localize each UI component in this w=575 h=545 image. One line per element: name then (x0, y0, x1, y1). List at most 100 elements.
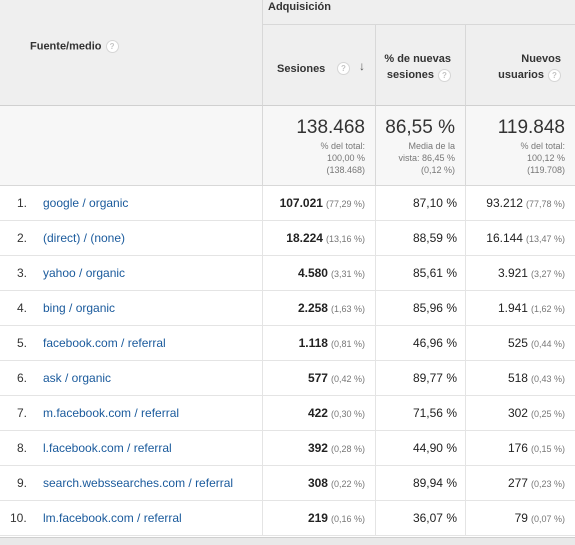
new-users-percent: (3,27 %) (530, 269, 565, 279)
sessions-value: 577 (307, 371, 328, 385)
sessions-percent: (0,42 %) (330, 374, 365, 384)
sort-descending-icon[interactable]: ↓ (359, 59, 365, 73)
source-link[interactable]: (direct) / (none) (43, 231, 126, 245)
sessions-total-percent: 100,00 % (326, 153, 365, 163)
new-users-percent: (0,23 %) (530, 479, 565, 489)
sessions-value: 4.580 (297, 266, 328, 280)
new-users-value: 79 (514, 511, 528, 525)
row-number: 8. (17, 441, 28, 455)
pct-new-value: 46,96 % (412, 336, 457, 350)
new-users-percent: (1,62 %) (530, 304, 565, 314)
source-link[interactable]: google / organic (43, 196, 129, 210)
table-row: 3. yahoo / organic 4.580 (3,31 %) 85,61 % … (0, 256, 575, 291)
source-link[interactable]: ask / organic (43, 371, 112, 385)
help-icon[interactable]: ? (337, 62, 350, 75)
source-link[interactable]: bing / organic (43, 301, 116, 315)
new-users-total-absolute: (119.708) (527, 165, 565, 175)
pct-new-value: 87,10 % (412, 196, 457, 210)
new-users-value: 277 (507, 476, 528, 490)
table-row: 7. m.facebook.com / referral 422 (0,30 %) … (0, 396, 575, 431)
sessions-total-absolute: (138.468) (326, 165, 365, 175)
new-users-percent: (77,78 %) (525, 199, 565, 209)
sessions-value: 422 (307, 406, 328, 420)
sessions-value: 18.224 (286, 231, 323, 245)
table-footer-bar (0, 537, 575, 545)
sessions-percent: (3,31 %) (330, 269, 365, 279)
pct-new-total-caption: Media de la (408, 141, 455, 151)
row-number: 6. (17, 371, 28, 385)
table-row: 6. ask / organic 577 (0,42 %) 89,77 % 518(… (0, 361, 575, 396)
table-row: 8. l.facebook.com / referral 392 (0,28 %) … (0, 431, 575, 466)
table-row: 4. bing / organic 2.258 (1,63 %) 85,96 % 1… (0, 291, 575, 326)
new-users-column-header[interactable]: Nuevos usuarios? (465, 24, 575, 106)
sessions-value: 392 (307, 441, 328, 455)
sessions-value: 107.021 (279, 196, 323, 210)
row-number: 10. (10, 511, 27, 525)
pct-new-value: 89,77 % (412, 371, 457, 385)
source-link[interactable]: l.facebook.com / referral (43, 441, 172, 455)
new-users-percent: (0,07 %) (530, 514, 565, 524)
new-users-value: 302 (507, 406, 528, 420)
sessions-value: 308 (307, 476, 328, 490)
help-icon[interactable]: ? (548, 68, 561, 82)
new-users-value: 1.941 (497, 301, 528, 315)
pct-new-total-diff: (0,12 %) (420, 165, 455, 175)
source-link[interactable]: yahoo / organic (43, 266, 126, 280)
new-users-value: 518 (507, 371, 528, 385)
new-users-total-caption: % del total: (520, 141, 565, 151)
pct-new-value: 88,59 % (412, 231, 457, 245)
table-row: 1. google / organic 107.021 (77,29 %) 87,1… (0, 186, 575, 221)
pct-new-sessions-label: % de nuevas sesiones? (384, 53, 451, 82)
totals-row: 138.468 % del total: 100,00 % (138.468) … (0, 106, 575, 186)
sessions-total: 138.468 % del total: 100,00 % (138.468) (262, 106, 375, 186)
new-users-percent: (0,43 %) (530, 374, 565, 384)
pct-new-sessions-column-header[interactable]: % de nuevas sesiones? (375, 24, 465, 106)
sessions-percent: (0,28 %) (330, 444, 365, 454)
sessions-total-value: 138.468 (296, 117, 365, 138)
pct-new-value: 44,90 % (412, 441, 457, 455)
pct-new-value: 85,61 % (412, 266, 457, 280)
source-medium-label: Fuente/medio? (30, 40, 119, 53)
new-users-value: 93.212 (486, 196, 523, 210)
pct-new-total-view-avg: vista: 86,45 % (398, 153, 455, 163)
source-link[interactable]: search.webssearches.com / referral (43, 476, 234, 490)
new-users-percent: (0,15 %) (530, 444, 565, 454)
new-users-value: 16.144 (486, 231, 523, 245)
table-row: 10. lm.facebook.com / referral 219 (0,16 %… (0, 501, 575, 536)
row-number: 3. (17, 266, 28, 280)
sessions-percent: (1,63 %) (330, 304, 365, 314)
row-number: 4. (17, 301, 28, 315)
row-number: 7. (17, 406, 28, 420)
pct-new-sessions-total: 86,55 % Media de la vista: 86,45 % (0,12… (375, 106, 465, 186)
sessions-percent: (0,81 %) (330, 339, 365, 349)
sessions-percent: (0,16 %) (330, 514, 365, 524)
new-users-percent: (0,44 %) (530, 339, 565, 349)
source-link[interactable]: m.facebook.com / referral (43, 406, 180, 420)
acquisition-group-header: Adquisición (262, 0, 575, 24)
pct-new-value: 71,56 % (412, 406, 457, 420)
help-icon[interactable]: ? (438, 68, 451, 82)
help-icon[interactable]: ? (105, 40, 119, 53)
sessions-column-header[interactable]: Sesiones ? ↓ (262, 24, 375, 106)
table-row: 5. facebook.com / referral 1.118 (0,81 %) … (0, 326, 575, 361)
new-users-total-value: 119.848 (497, 117, 565, 138)
source-medium-header[interactable]: Fuente/medio? (0, 0, 262, 106)
row-number: 2. (17, 231, 28, 245)
table-row: 9. search.webssearches.com / referral 308… (0, 466, 575, 501)
table-row: 2. (direct) / (none) 18.224 (13,16 %) 88,5… (0, 221, 575, 256)
new-users-label: Nuevos usuarios? (498, 53, 561, 82)
pct-new-total-value: 86,55 % (385, 117, 455, 138)
new-users-total: 119.848 % del total: 100,12 % (119.708) (465, 106, 575, 186)
new-users-value: 176 (507, 441, 528, 455)
row-number: 9. (17, 476, 28, 490)
sessions-total-caption: % del total: (320, 141, 365, 151)
sessions-value: 1.118 (298, 336, 328, 350)
sessions-percent: (77,29 %) (325, 199, 365, 209)
pct-new-value: 89,94 % (412, 476, 457, 490)
acquisition-label: Adquisición (268, 1, 331, 13)
source-link[interactable]: lm.facebook.com / referral (43, 511, 182, 525)
source-link[interactable]: facebook.com / referral (43, 336, 166, 350)
sessions-percent: (0,22 %) (330, 479, 365, 489)
pct-new-value: 36,07 % (412, 511, 457, 525)
new-users-total-percent: 100,12 % (526, 153, 565, 163)
